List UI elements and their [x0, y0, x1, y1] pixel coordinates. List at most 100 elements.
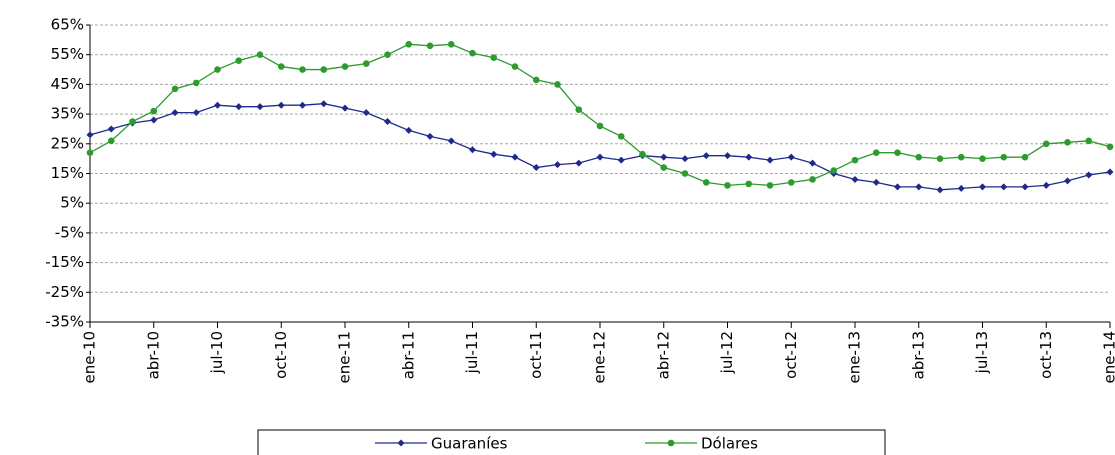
data-point [957, 184, 965, 192]
data-point [660, 153, 668, 161]
y-tick-label: 5% [60, 194, 84, 212]
data-point [1064, 177, 1071, 185]
x-tick-label: abr-10 [144, 331, 162, 379]
data-point [915, 183, 923, 191]
y-tick-label: 25% [51, 134, 84, 152]
data-point [341, 63, 349, 70]
data-point [405, 126, 413, 134]
data-point [86, 131, 94, 139]
data-point [872, 149, 880, 157]
data-point [639, 150, 646, 158]
data-point [957, 153, 965, 161]
data-point [256, 51, 264, 58]
data-point [299, 101, 306, 109]
x-tick-label: abr-12 [654, 331, 672, 379]
data-point [1021, 153, 1029, 161]
data-point [511, 63, 519, 70]
data-point [320, 66, 328, 73]
y-tick-label: 55% [51, 45, 84, 63]
data-point [809, 159, 816, 167]
y-tick-label: -35% [45, 313, 84, 331]
data-point [469, 146, 476, 154]
data-point [150, 116, 158, 124]
data-point [405, 41, 413, 48]
data-point [107, 125, 115, 133]
data-point [724, 182, 731, 189]
x-tick-label: oct-13 [1037, 331, 1055, 379]
data-point [681, 155, 689, 163]
y-tick-label: 35% [51, 105, 84, 123]
y-tick-label: -25% [45, 283, 84, 301]
data-point [554, 81, 561, 88]
data-point [447, 137, 455, 145]
data-point [596, 122, 604, 130]
legend-marker [397, 439, 405, 447]
x-tick-label: jul-10 [208, 331, 226, 374]
data-point [745, 153, 753, 161]
data-point [702, 179, 710, 186]
series-line [89, 43, 1111, 187]
data-point [299, 66, 306, 73]
data-point [384, 118, 391, 126]
data-point [532, 164, 540, 172]
data-point [851, 175, 859, 183]
x-tick-label: abr-13 [909, 331, 927, 379]
x-tick-label: oct-10 [272, 331, 290, 379]
data-point [617, 156, 625, 164]
data-point [150, 107, 158, 115]
data-point [532, 76, 540, 84]
data-point [575, 106, 583, 113]
data-point [851, 156, 859, 164]
data-point [1085, 137, 1093, 145]
data-point [277, 63, 285, 70]
legend-label: Guaraníes [431, 435, 508, 453]
data-point [1042, 140, 1050, 148]
data-point [596, 153, 604, 161]
data-point [426, 42, 434, 50]
legend-label: Dólares [701, 435, 758, 453]
x-tick-label: oct-11 [527, 331, 545, 379]
x-tick-label: jul-11 [463, 331, 481, 374]
data-point [107, 137, 115, 145]
series-line [89, 103, 1111, 191]
data-point [214, 66, 221, 73]
data-point [1000, 153, 1008, 161]
data-point [171, 85, 179, 93]
data-point [277, 101, 285, 109]
data-point [511, 153, 519, 161]
y-tick-label: 15% [51, 164, 84, 182]
data-point [129, 118, 136, 125]
data-point [979, 155, 986, 162]
data-point [872, 178, 880, 186]
legend-box [257, 429, 886, 455]
data-point [362, 60, 370, 67]
data-point [1106, 143, 1114, 151]
data-point [660, 164, 668, 171]
data-point [787, 153, 795, 161]
data-point [1021, 183, 1029, 191]
legend-marker [667, 439, 675, 447]
data-point [554, 161, 561, 169]
x-tick-label: ene-11 [336, 331, 354, 383]
data-point [936, 155, 944, 162]
y-tick-label: -5% [55, 223, 84, 241]
data-point [936, 186, 944, 194]
x-tick-label: oct-12 [782, 331, 800, 379]
data-point [575, 159, 583, 167]
data-point [830, 167, 838, 174]
data-point [447, 41, 455, 48]
x-tick-label: ene-14 [1101, 331, 1115, 383]
data-point [490, 150, 498, 158]
x-tick-label: ene-12 [591, 331, 609, 383]
data-point [341, 104, 349, 112]
x-tick-label: ene-13 [846, 331, 864, 383]
data-point [1000, 183, 1008, 191]
legend: Guaraníes Dólares [257, 429, 886, 455]
data-point [681, 170, 689, 177]
y-tick-label: 65% [51, 16, 84, 34]
data-point [426, 132, 434, 140]
data-point [979, 183, 986, 191]
x-tick-label: jul-12 [718, 331, 736, 374]
data-point [809, 176, 816, 183]
data-point [235, 103, 243, 111]
